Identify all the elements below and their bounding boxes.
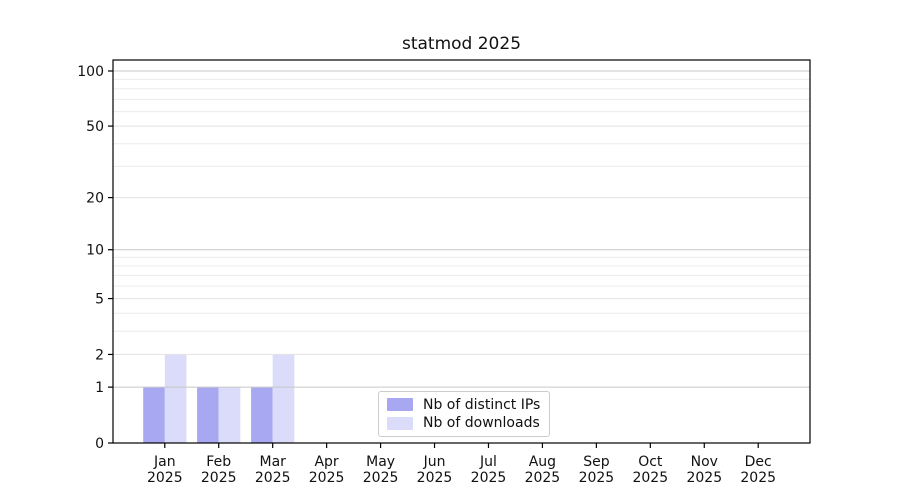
x-tick-label: Jan 2025 bbox=[147, 454, 183, 486]
x-tick-label: Sep 2025 bbox=[579, 454, 615, 486]
legend-label-distinct-ips: Nb of distinct IPs bbox=[423, 396, 541, 413]
legend-swatch-distinct-ips-icon bbox=[387, 398, 413, 412]
x-tick-label: Oct 2025 bbox=[632, 454, 668, 486]
bar-downloads-jan bbox=[164, 354, 187, 443]
y-tick-label: 2 bbox=[95, 347, 104, 363]
chart-title: statmod 2025 bbox=[401, 34, 522, 54]
bars bbox=[143, 354, 295, 443]
x-tick-label: Feb 2025 bbox=[201, 454, 237, 486]
x-tick-label: Dec 2025 bbox=[740, 454, 776, 486]
y-tick-label: 5 bbox=[95, 292, 104, 308]
bar-distinct-ips-mar bbox=[251, 387, 273, 443]
y-tick-label: 0 bbox=[95, 436, 104, 452]
legend: Nb of distinct IPs Nb of downloads bbox=[378, 391, 550, 437]
bar-distinct-ips-jan bbox=[143, 387, 165, 443]
bar-distinct-ips-feb bbox=[197, 387, 219, 443]
x-tick-label: Jul 2025 bbox=[471, 454, 507, 486]
y-tick-label: 10 bbox=[86, 243, 104, 259]
y-tick-label: 20 bbox=[86, 191, 104, 207]
bar-downloads-mar bbox=[272, 354, 295, 443]
legend-label-downloads: Nb of downloads bbox=[423, 415, 540, 432]
x-tick-label: Apr 2025 bbox=[309, 454, 345, 486]
bar-downloads-feb bbox=[218, 387, 241, 443]
x-tick-label: Mar 2025 bbox=[255, 454, 291, 486]
y-axis: 0 1 2 5 10 20 50 100 bbox=[77, 64, 113, 452]
x-axis: Jan 2025 Feb 2025 Mar 2025 Apr 2025 May 2025 Jun 20… bbox=[147, 443, 776, 486]
y-tick-label: 100 bbox=[77, 64, 104, 80]
gridlines bbox=[113, 70, 810, 388]
y-tick-label: 1 bbox=[95, 380, 104, 396]
x-tick-label: Nov 2025 bbox=[686, 454, 722, 486]
x-tick-label: Aug 2025 bbox=[525, 454, 561, 486]
x-tick-label: May 2025 bbox=[363, 454, 399, 486]
y-tick-label: 50 bbox=[86, 119, 104, 135]
legend-swatch-downloads-icon bbox=[387, 416, 413, 430]
plot-border bbox=[112, 59, 811, 444]
legend-item: Nb of distinct IPs bbox=[387, 396, 541, 414]
legend-item: Nb of downloads bbox=[387, 414, 541, 432]
x-tick-label: Jun 2025 bbox=[417, 454, 453, 486]
